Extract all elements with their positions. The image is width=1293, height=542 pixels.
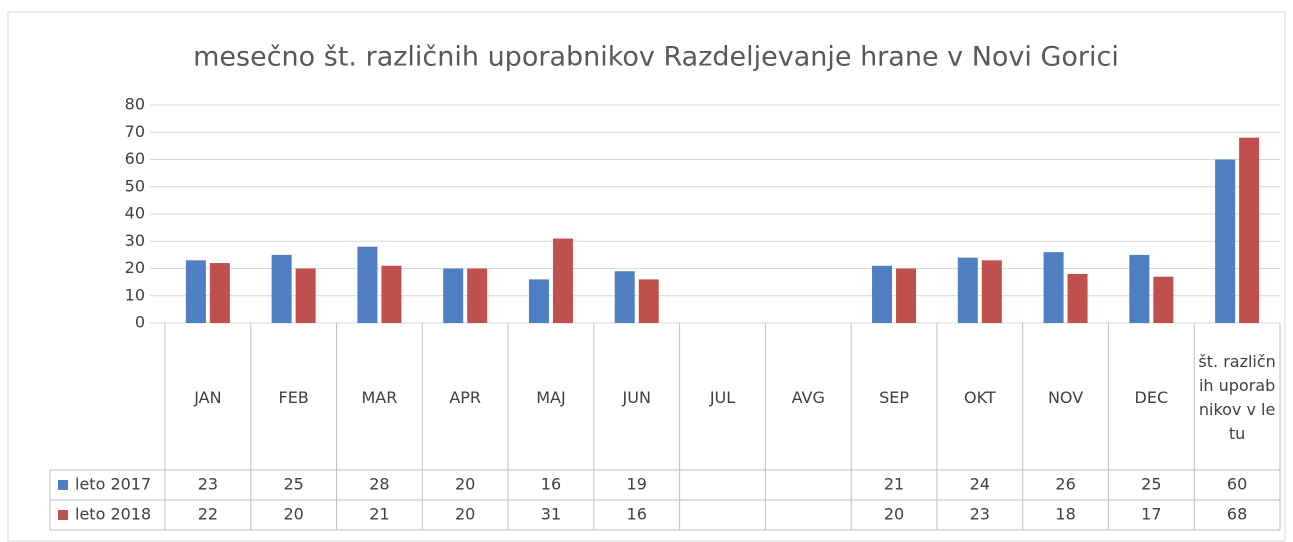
x-tick-label: AVG xyxy=(791,387,825,407)
y-tick-label: 60 xyxy=(125,149,145,168)
x-tick-label-box: MAJ xyxy=(536,387,566,407)
bar xyxy=(381,265,402,323)
table-value: 26 xyxy=(1055,475,1075,494)
x-tick-label: FEB xyxy=(278,387,309,407)
x-tick-label-box: JUL xyxy=(709,387,736,407)
x-tick-label-box: NOV xyxy=(1047,387,1084,407)
table-value: 20 xyxy=(455,475,475,494)
x-tick-label: SEP xyxy=(879,387,909,407)
y-tick-label: 0 xyxy=(135,313,145,332)
y-tick-label: 20 xyxy=(125,258,145,277)
bar xyxy=(209,263,230,323)
x-tick-label-box: SEP xyxy=(879,387,909,407)
bar xyxy=(1129,254,1150,323)
bar xyxy=(1043,252,1064,323)
table-value: 18 xyxy=(1055,505,1075,524)
bar xyxy=(528,279,549,323)
table-value: 22 xyxy=(198,505,218,524)
bar xyxy=(271,254,292,323)
bar xyxy=(981,260,1002,323)
bar xyxy=(638,279,659,323)
x-tick-label: JUN xyxy=(622,387,651,407)
y-tick-label: 40 xyxy=(125,204,145,223)
x-tick-label: MAJ xyxy=(536,387,566,407)
table-value: 21 xyxy=(884,475,904,494)
table-value: 17 xyxy=(1141,505,1161,524)
x-tick-label: APR xyxy=(449,387,482,407)
x-tick-label-box: FEB xyxy=(278,387,309,407)
bar xyxy=(1067,273,1088,323)
x-tick-label: št. različnih uporabnikov v letu xyxy=(1198,351,1276,443)
bar xyxy=(443,268,464,323)
legend-swatch xyxy=(58,510,68,520)
y-tick-label: 30 xyxy=(125,231,145,250)
bar xyxy=(467,268,488,323)
x-tick-label-box: JUN xyxy=(622,387,651,407)
table-value: 60 xyxy=(1227,475,1247,494)
table-value: 68 xyxy=(1227,505,1247,524)
x-tick-label-box: DEC xyxy=(1134,387,1169,407)
bar xyxy=(1153,276,1174,323)
x-tick-label: DEC xyxy=(1134,387,1169,407)
table-value: 16 xyxy=(541,475,561,494)
bar xyxy=(872,265,893,323)
y-tick-label: 10 xyxy=(125,285,145,304)
table-value: 21 xyxy=(369,505,389,524)
legend-label: leto 2018 xyxy=(75,505,151,524)
bar xyxy=(552,238,573,323)
table-value: 25 xyxy=(283,475,303,494)
table-value: 25 xyxy=(1141,475,1161,494)
table-value: 24 xyxy=(970,475,990,494)
table-value: 23 xyxy=(970,505,990,524)
x-tick-label-box: JAN xyxy=(194,387,222,407)
table-value: 16 xyxy=(627,505,647,524)
bar xyxy=(957,257,978,323)
y-tick-label: 70 xyxy=(125,122,145,141)
chart-border xyxy=(7,11,1286,542)
chart-title: mesečno št. različnih uporabnikov Razdel… xyxy=(193,42,1119,73)
table-value: 20 xyxy=(283,505,303,524)
bar xyxy=(896,268,917,323)
table-value: 20 xyxy=(884,505,904,524)
legend-swatch xyxy=(58,480,68,490)
x-tick-label: JUL xyxy=(709,387,736,407)
table-value: 28 xyxy=(369,475,389,494)
bar xyxy=(1239,137,1260,323)
table-value: 23 xyxy=(198,475,218,494)
legend-label: leto 2017 xyxy=(75,475,151,494)
x-tick-label-box: AVG xyxy=(791,387,825,407)
y-tick-label: 80 xyxy=(125,95,145,114)
bar xyxy=(614,271,635,323)
bar xyxy=(295,268,316,323)
x-tick-label: NOV xyxy=(1047,387,1084,407)
bar xyxy=(1215,159,1236,323)
table-value: 20 xyxy=(455,505,475,524)
x-tick-label: JAN xyxy=(194,387,222,407)
table-value: 19 xyxy=(627,475,647,494)
x-tick-label: OKT xyxy=(963,387,996,407)
x-tick-label-box: OKT xyxy=(963,387,996,407)
x-tick-label: MAR xyxy=(361,387,398,407)
x-tick-label-box: APR xyxy=(449,387,482,407)
x-tick-label-box: št. različnih uporabnikov v letu xyxy=(1198,351,1276,443)
table-value: 31 xyxy=(541,505,561,524)
bar xyxy=(185,260,206,323)
x-tick-label-box: MAR xyxy=(361,387,398,407)
bar xyxy=(357,246,378,323)
y-tick-label: 50 xyxy=(125,176,145,195)
